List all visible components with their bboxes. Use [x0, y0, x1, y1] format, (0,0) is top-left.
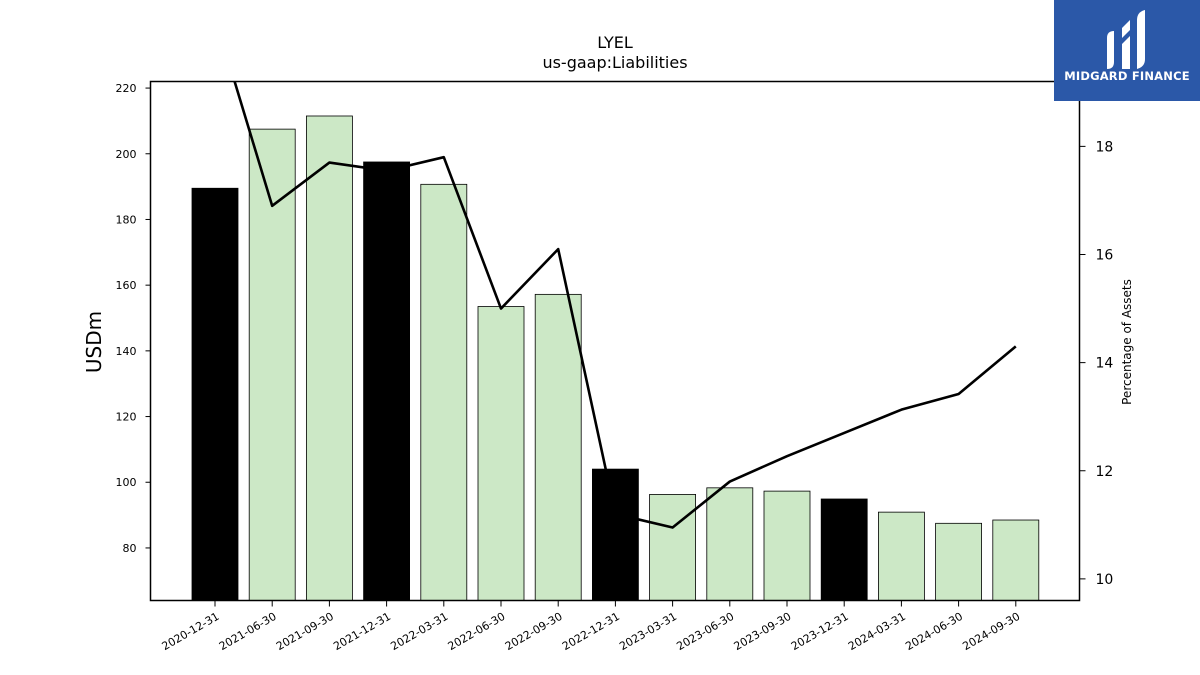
chart-subtitle: us-gaap:Liabilities: [542, 53, 687, 72]
bar: [992, 519, 1040, 601]
bar: [820, 498, 868, 601]
percentage-line: [233, 81, 1017, 529]
y-tick-label: 100: [116, 476, 137, 489]
bar: [649, 494, 696, 601]
y-tick-label: 120: [116, 411, 137, 424]
y2-axis: 10 12 14 16 18: [1079, 139, 1114, 588]
y2-axis-label: Percentage of Assets: [1120, 279, 1134, 405]
y2-tick-label: 18: [1096, 139, 1114, 155]
bar: [763, 490, 811, 601]
x-tick-label: 2024-06-30: [903, 610, 965, 653]
y-tick-label: 220: [116, 82, 137, 95]
y2-tick-label: 10: [1096, 572, 1114, 588]
logo-mark-icon: [1107, 10, 1145, 69]
y-axis-label: USDm: [82, 311, 106, 373]
x-tick-label: 2023-12-31: [789, 610, 851, 653]
x-tick-label: 2022-06-30: [446, 610, 508, 653]
x-tick-label: 2023-09-30: [732, 610, 794, 653]
logo-text: MIDGARD FINANCE: [1064, 69, 1190, 83]
bar: [420, 183, 468, 601]
y-tick-label: 200: [116, 148, 137, 161]
x-tick-label: 2023-03-31: [617, 610, 679, 653]
x-axis: 2020-12-312021-06-302021-09-302021-12-31…: [160, 600, 1022, 653]
line-series-layer: [233, 81, 1017, 529]
x-tick-label: 2021-06-30: [217, 610, 279, 653]
bar: [477, 306, 525, 601]
chart-title: LYEL: [597, 33, 633, 52]
bar: [706, 487, 754, 601]
x-tick-label: 2024-09-30: [960, 610, 1022, 653]
bar: [248, 128, 296, 601]
bar: [191, 187, 239, 601]
x-tick-label: 2021-09-30: [274, 610, 336, 653]
bar-series: [191, 115, 1040, 601]
y2-tick-label: 12: [1096, 464, 1114, 480]
x-tick-label: 2022-12-31: [560, 610, 622, 653]
y-axis: 80 100 120 140 160 180 200 220: [116, 82, 151, 555]
y2-tick-label: 16: [1096, 248, 1114, 264]
bar: [592, 468, 639, 601]
bar: [935, 522, 982, 601]
y-tick-label: 80: [123, 542, 137, 555]
bar: [534, 293, 582, 601]
x-tick-label: 2022-03-31: [388, 610, 450, 653]
bar: [363, 161, 411, 601]
x-tick-label: 2023-06-30: [674, 610, 736, 653]
bar: [305, 115, 353, 601]
y-tick-label: 180: [116, 213, 137, 226]
y-tick-label: 140: [116, 345, 137, 358]
y2-tick-label: 14: [1096, 356, 1114, 372]
midgard-finance-logo: MIDGARD FINANCE: [1054, 0, 1200, 101]
x-tick-label: 2024-03-31: [846, 610, 908, 653]
y-tick-label: 160: [116, 279, 137, 292]
x-tick-label: 2020-12-31: [160, 610, 222, 653]
bar: [878, 511, 925, 601]
x-tick-label: 2022-09-30: [503, 610, 565, 653]
x-tick-label: 2021-12-31: [331, 610, 393, 653]
